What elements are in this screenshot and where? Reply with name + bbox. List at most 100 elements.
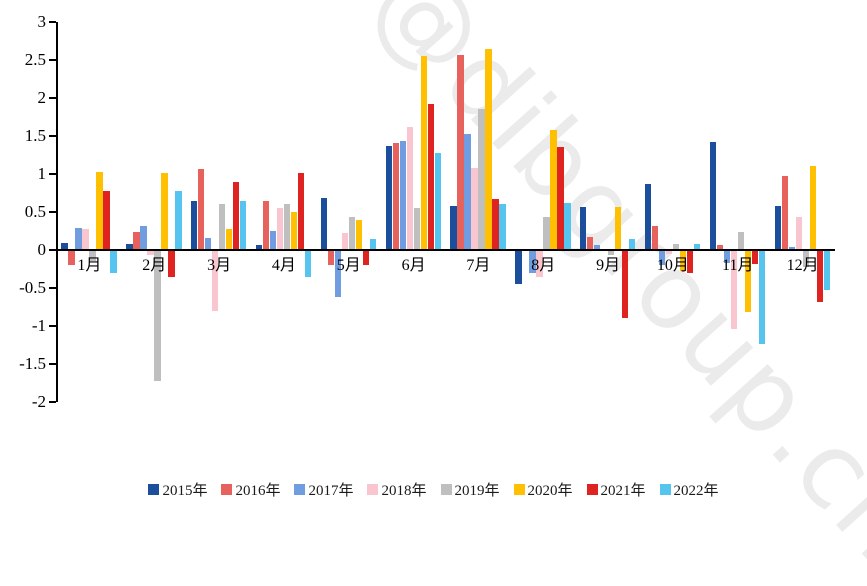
- bar-2020年-12月: [809, 166, 816, 250]
- legend-item-2016年: 2016年: [221, 479, 280, 500]
- x-tick-label: 4月: [271, 257, 296, 274]
- y-tick-mark: [49, 249, 56, 251]
- bar-2019年-1月: [89, 250, 96, 262]
- x-tick-label: 5月: [336, 257, 361, 274]
- legend-item-2020年: 2020年: [513, 479, 573, 500]
- bar-2018年-10月: [665, 250, 673, 254]
- bar-2021年-10月: [686, 250, 694, 273]
- y-tick-mark: [49, 135, 56, 137]
- bar-2018年-8月: [536, 250, 543, 277]
- legend-color-swatch: [513, 484, 525, 495]
- bar-2021年-1月: [103, 190, 110, 250]
- bar-2019年-3月: [219, 203, 226, 250]
- y-tick-mark: [49, 211, 56, 213]
- bar-2021年-3月: [233, 182, 240, 250]
- bar-2021年-6月: [427, 104, 434, 250]
- bar-2020年-7月: [485, 49, 492, 250]
- bar-2016年-12月: [781, 176, 788, 250]
- bar-2015年-5月: [320, 197, 328, 250]
- bar-2018年-4月: [276, 208, 284, 250]
- y-tick-mark: [49, 21, 56, 23]
- bar-2017年-12月: [788, 246, 795, 250]
- y-tick-label: 0: [37, 240, 47, 259]
- bar-2018年-3月: [212, 250, 219, 311]
- legend-item-2015年: 2015年: [148, 479, 207, 500]
- x-tick-label: 3月: [207, 257, 232, 274]
- bar-2016年-9月: [587, 237, 594, 250]
- y-tick-mark: [49, 287, 56, 289]
- bar-2022年-1月: [110, 250, 117, 273]
- y-tick-mark: [49, 325, 56, 327]
- bar-2017年-2月: [140, 225, 147, 250]
- bar-2020年-5月: [355, 219, 363, 250]
- bar-2015年-4月: [255, 244, 263, 250]
- bar-2021年-11月: [751, 250, 759, 265]
- bar-2022年-7月: [499, 203, 506, 250]
- legend: 2015年 2016年 2017年 2018年 2019年 2020年 2021年 2022年: [0, 479, 867, 500]
- x-tick-label: 7月: [466, 257, 491, 274]
- legend-label: 2022年: [673, 483, 719, 499]
- bar-2022年-6月: [434, 152, 441, 250]
- x-tick-label: 8月: [531, 257, 556, 274]
- bar-2019年-8月: [543, 217, 550, 250]
- legend-color-swatch: [148, 484, 160, 495]
- y-tick-mark: [49, 401, 56, 403]
- y-tick-mark: [49, 173, 56, 175]
- legend-label: 2021年: [600, 483, 646, 499]
- legend-item-2019年: 2019年: [440, 479, 500, 500]
- bar-2016年-7月: [457, 54, 464, 250]
- bar-2015年-3月: [191, 200, 198, 250]
- legend-item-2022年: 2022年: [659, 479, 719, 500]
- legend-color-swatch: [586, 484, 598, 495]
- bar-2016年-11月: [716, 244, 724, 250]
- bar-2021年-7月: [492, 199, 499, 250]
- legend-color-swatch: [294, 484, 306, 495]
- bar-2020年-10月: [679, 250, 687, 271]
- legend-item-2017年: 2017年: [294, 479, 353, 500]
- bar-2020年-6月: [420, 56, 427, 250]
- legend-item-2018年: 2018年: [367, 479, 427, 500]
- bar-2018年-5月: [341, 232, 349, 250]
- x-tick-label: 9月: [596, 257, 621, 274]
- bar-2016年-4月: [262, 200, 270, 250]
- bar-2020年-1月: [96, 172, 103, 250]
- legend-label: 2020年: [527, 483, 573, 499]
- bar-2019年-12月: [802, 250, 809, 267]
- bar-2015年-11月: [709, 142, 717, 250]
- bar-2016年-6月: [392, 142, 399, 250]
- bar-2022年-4月: [304, 250, 312, 278]
- bar-2015年-2月: [126, 243, 133, 250]
- bar-2015年-6月: [385, 145, 392, 250]
- y-tick-label: -2: [31, 392, 46, 411]
- bar-2016年-2月: [133, 231, 140, 250]
- x-axis-baseline: [56, 249, 835, 251]
- bar-2022年-3月: [240, 201, 247, 250]
- y-tick-label: -1: [31, 316, 46, 335]
- x-tick-label: 2月: [142, 257, 167, 274]
- y-tick-label: 2.5: [24, 50, 46, 69]
- bar-2017年-1月: [75, 227, 82, 250]
- bar-2021年-9月: [622, 250, 629, 318]
- bar-2022年-5月: [369, 239, 377, 250]
- y-tick-label: -1.5: [19, 354, 46, 373]
- bar-2018年-11月: [730, 250, 738, 330]
- bar-2015年-8月: [515, 250, 522, 285]
- bar-2015年-7月: [450, 205, 457, 250]
- bar-2020年-11月: [744, 250, 752, 313]
- y-tick-label: 1: [37, 164, 47, 183]
- bar-2018年-6月: [406, 126, 413, 250]
- y-tick-label: 1.5: [24, 126, 46, 145]
- legend-label: 2019年: [454, 483, 500, 499]
- x-tick-label: 12月: [786, 257, 819, 274]
- bar-2018年-12月: [795, 216, 802, 250]
- bar-2017年-9月: [594, 244, 601, 250]
- bar-2017年-6月: [399, 141, 406, 250]
- bar-2019年-9月: [608, 250, 615, 256]
- bar-2018年-2月: [147, 250, 154, 255]
- bar-2016年-3月: [198, 169, 205, 250]
- bar-2019年-4月: [283, 204, 291, 250]
- y-tick-label: 2: [37, 88, 47, 107]
- y-tick-label: -0.5: [19, 278, 46, 297]
- bar-2020年-9月: [615, 206, 622, 250]
